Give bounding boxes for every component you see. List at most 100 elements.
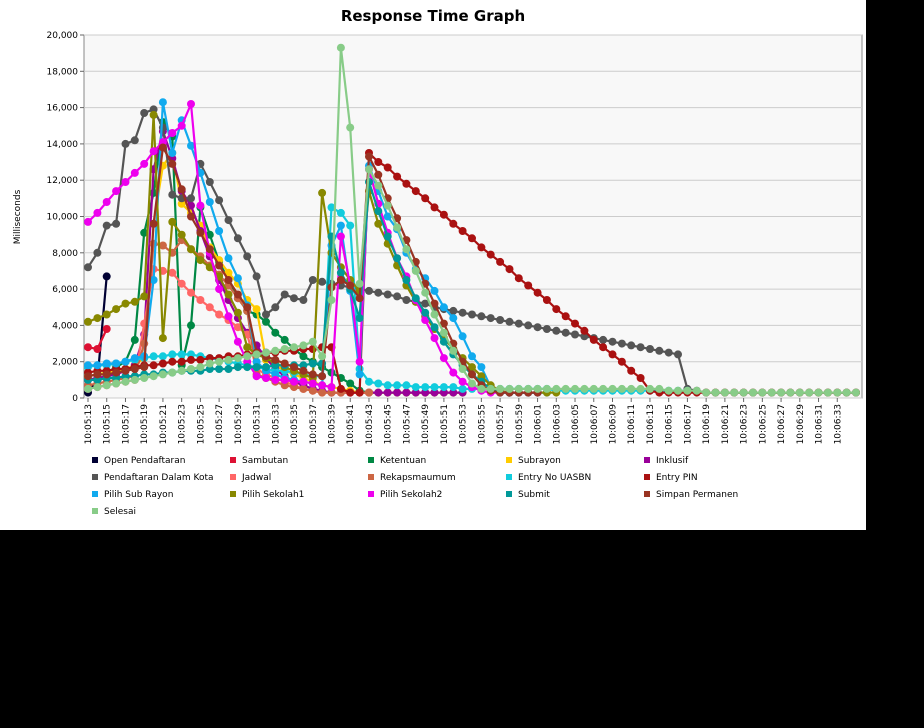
data-point — [168, 217, 177, 226]
data-point — [168, 129, 177, 137]
data-point — [130, 136, 139, 145]
data-point — [177, 350, 186, 359]
legend-label: Pilih Sekolah1 — [242, 490, 304, 500]
data-point — [280, 359, 289, 368]
data-point — [187, 288, 195, 297]
legend-item: Pilih Sekolah2 — [368, 490, 442, 500]
data-point — [449, 219, 458, 228]
data-point — [430, 383, 439, 392]
x-tick-label: 10:05:21 — [159, 404, 169, 444]
data-point — [402, 245, 411, 254]
data-point — [365, 388, 373, 397]
data-point — [84, 372, 92, 381]
x-tick-label: 10:06:31 — [815, 404, 825, 444]
data-point — [402, 276, 411, 284]
data-point — [299, 361, 308, 370]
data-point — [439, 383, 448, 392]
data-point — [149, 352, 158, 361]
data-point — [224, 276, 233, 284]
data-point — [617, 339, 626, 348]
data-point — [187, 212, 195, 221]
data-point — [458, 377, 467, 386]
legend-item: Rekapsmaumum — [368, 473, 456, 483]
data-point — [505, 265, 514, 274]
data-point — [458, 384, 467, 393]
data-point — [93, 345, 102, 353]
data-point — [486, 384, 495, 393]
data-point — [121, 299, 130, 308]
x-tick-label: 10:06:01 — [534, 404, 544, 444]
data-point — [664, 386, 673, 395]
data-point — [102, 325, 111, 333]
data-point — [158, 143, 167, 152]
data-point — [468, 370, 476, 379]
data-point — [224, 216, 233, 225]
x-tick-label: 10:06:25 — [758, 404, 768, 444]
response-time-chart: Response Time Graph Milliseconds 0 2,000 4… — [13, 7, 863, 517]
data-point — [205, 263, 214, 272]
series-selesai — [84, 43, 860, 397]
data-point — [130, 354, 139, 363]
data-point — [374, 288, 383, 297]
data-point — [290, 294, 298, 303]
data-point — [158, 241, 167, 250]
data-point — [393, 223, 402, 232]
data-point — [346, 123, 355, 132]
x-tick-label: 10:05:41 — [346, 404, 356, 444]
data-point — [496, 257, 505, 266]
legend-item: Subrayon — [506, 456, 561, 466]
data-point — [393, 381, 402, 390]
data-point — [196, 355, 205, 364]
data-point — [477, 372, 486, 381]
data-point — [674, 386, 682, 395]
data-point — [318, 352, 327, 361]
series-group — [84, 43, 860, 397]
data-point — [383, 290, 392, 299]
data-point — [749, 388, 757, 397]
data-point — [168, 357, 177, 366]
data-point — [533, 323, 542, 332]
data-point — [187, 194, 195, 203]
data-point — [514, 384, 523, 393]
data-point — [196, 256, 205, 265]
data-point — [524, 321, 533, 330]
data-point — [533, 288, 542, 297]
legend-label: Inklusif — [656, 456, 689, 466]
data-point — [805, 388, 814, 397]
data-point — [346, 221, 355, 230]
data-point — [224, 355, 233, 364]
data-point — [158, 98, 167, 107]
data-point — [336, 268, 345, 277]
data-point — [720, 388, 729, 397]
data-point — [468, 234, 476, 243]
data-point — [402, 381, 411, 390]
data-point — [149, 372, 158, 381]
x-tick-label: 10:06:03 — [552, 404, 562, 444]
data-point — [233, 290, 242, 299]
data-point — [505, 317, 514, 326]
data-point — [702, 388, 711, 397]
data-point — [833, 388, 842, 397]
legend-swatch — [644, 491, 650, 497]
data-point — [205, 230, 214, 239]
data-point — [683, 386, 692, 395]
data-point — [196, 228, 205, 237]
legend-item: Pilih Sub Rayon — [92, 490, 173, 500]
x-tick-label: 10:05:47 — [402, 404, 412, 444]
data-point — [93, 383, 102, 392]
data-point — [646, 345, 654, 353]
data-point — [252, 350, 261, 359]
data-point — [346, 379, 355, 388]
data-point — [262, 310, 270, 319]
data-point — [505, 384, 514, 393]
x-tick-label: 10:05:53 — [459, 404, 469, 444]
data-point — [233, 274, 242, 283]
data-point — [233, 363, 242, 372]
data-point — [280, 375, 289, 384]
data-point — [355, 279, 364, 288]
data-point — [233, 308, 242, 317]
data-point — [439, 303, 448, 312]
y-tick-label: 14,000 — [47, 140, 79, 150]
data-point — [580, 332, 589, 341]
data-point — [336, 208, 345, 217]
